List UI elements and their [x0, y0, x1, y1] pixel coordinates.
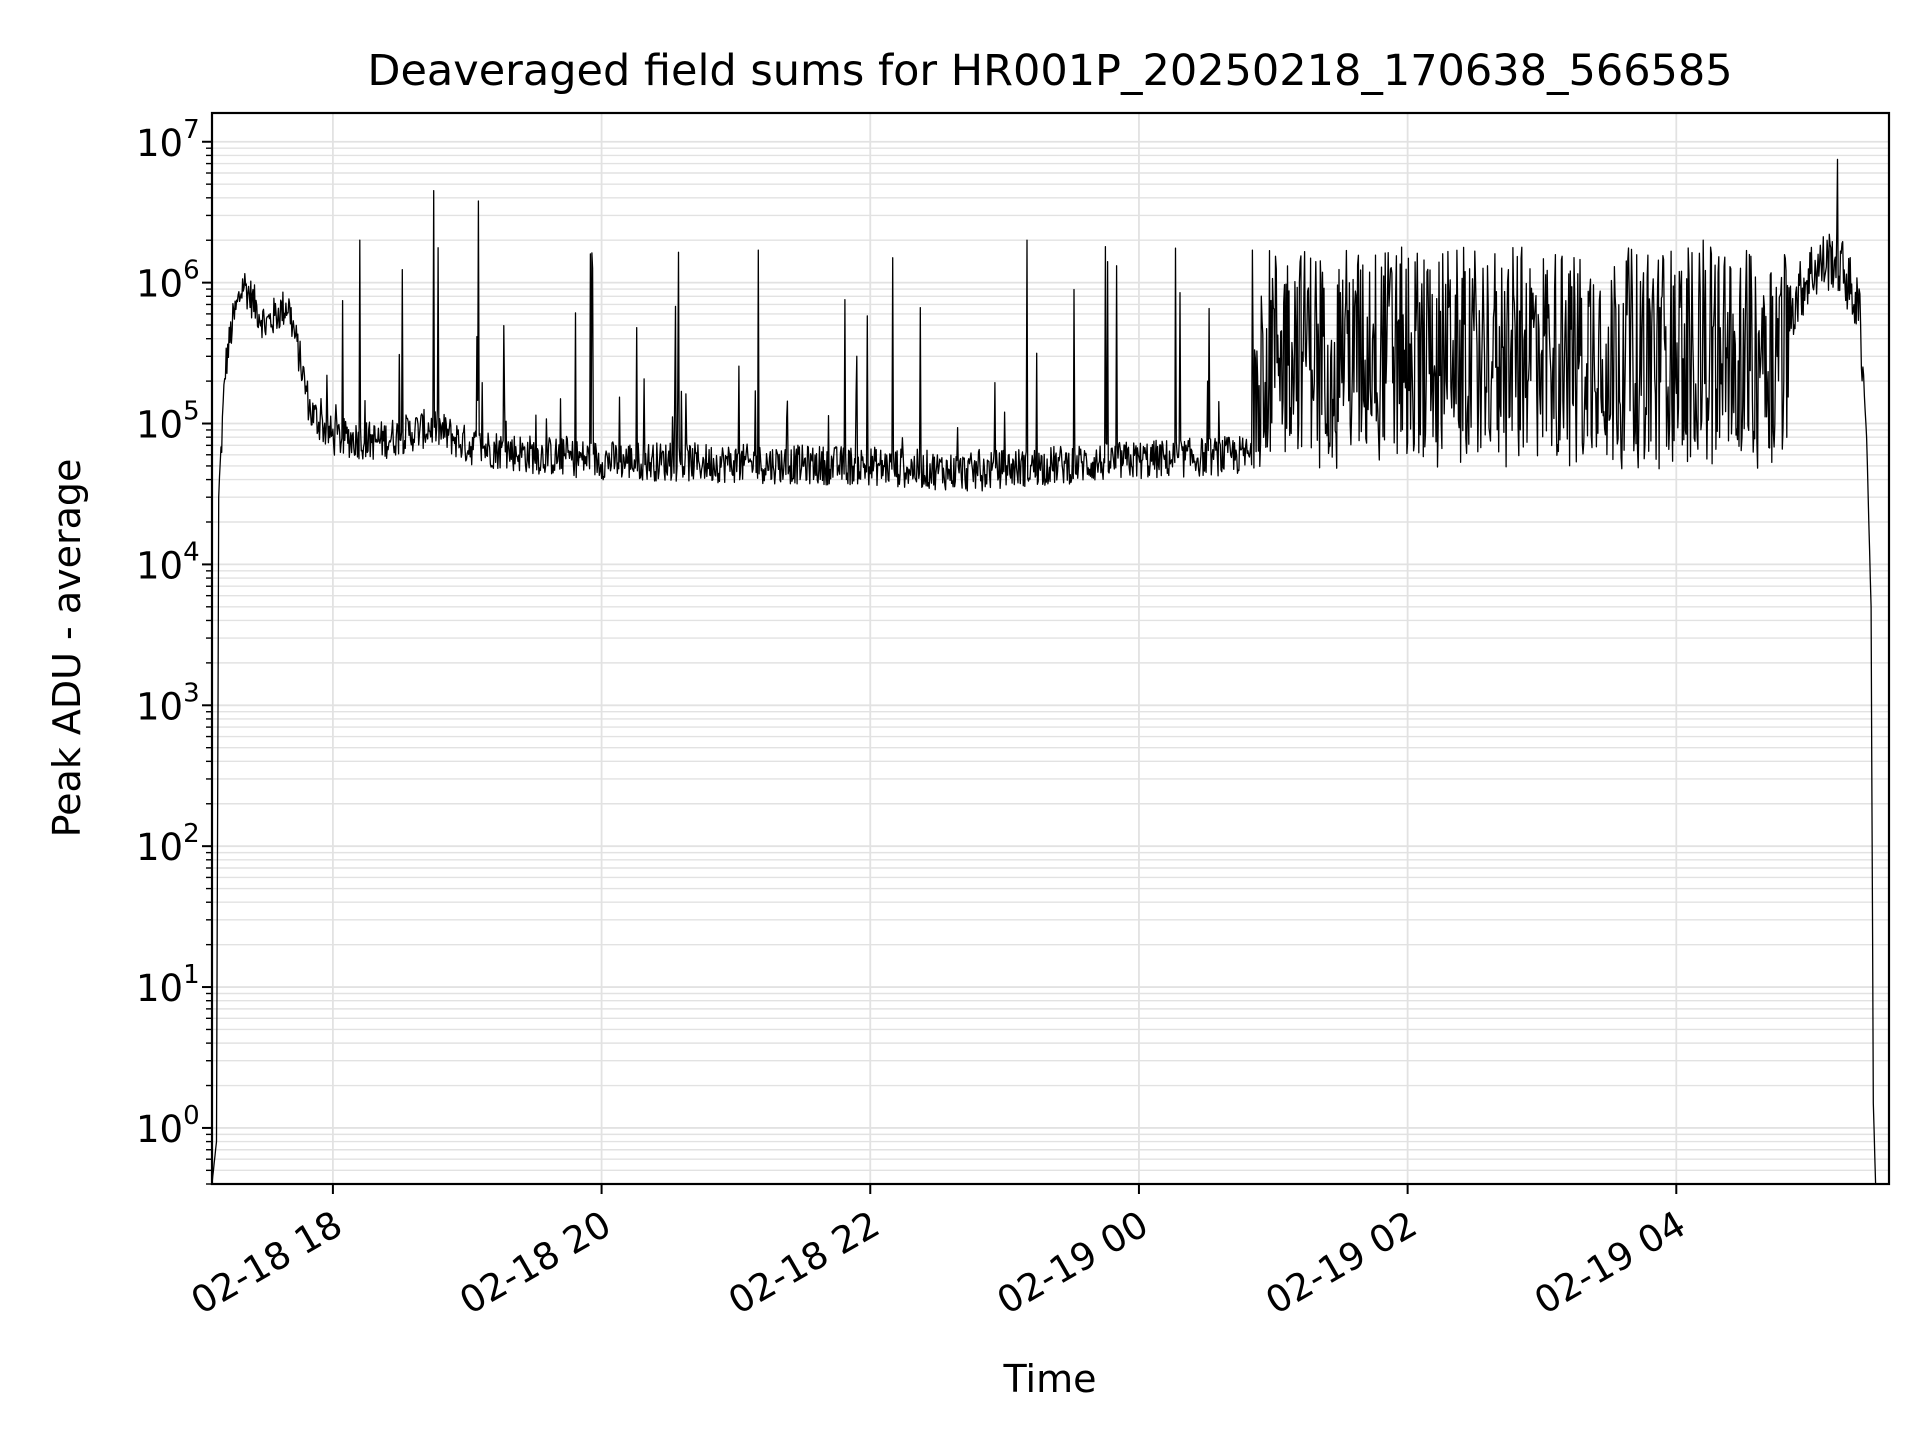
y-tick-label: 104	[136, 537, 200, 587]
y-tick-label: 102	[136, 819, 200, 869]
y-axis-label: Peak ADU - average	[45, 459, 89, 838]
y-tick-label: 107	[136, 115, 200, 165]
chart-title: Deaveraged field sums for HR001P_2025021…	[367, 46, 1732, 96]
y-tick-label: 106	[136, 256, 200, 306]
plot-area	[211, 158, 1877, 1185]
y-tick-label: 100	[136, 1101, 200, 1151]
plot-frame	[210, 111, 1891, 1186]
y-tick-label: 101	[136, 960, 200, 1010]
x-axis-label: Time	[1003, 1357, 1097, 1401]
y-axis: 100 101 102 103 104 105 106 107	[136, 115, 212, 1185]
grid	[212, 113, 1889, 1185]
y-tick-label: 103	[136, 678, 200, 728]
series-line	[211, 158, 1877, 1185]
y-tick-label: 105	[136, 397, 200, 447]
